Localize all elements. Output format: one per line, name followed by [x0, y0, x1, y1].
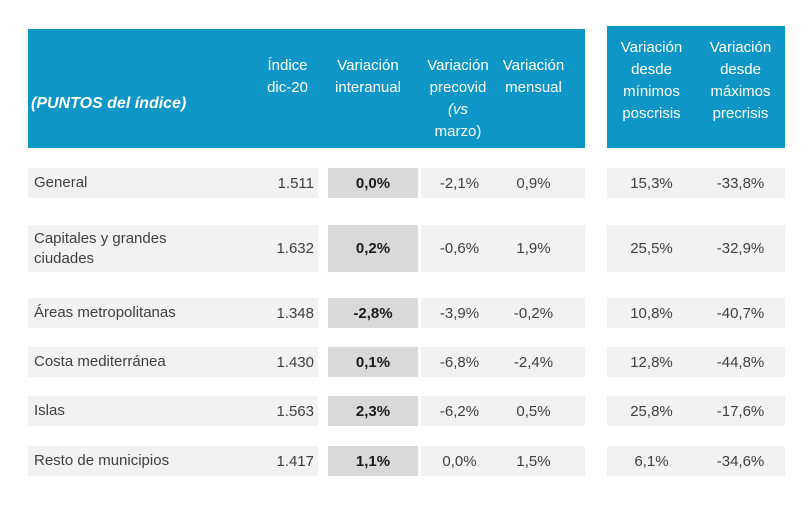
table-row-capitales-right: 25,5% -32,9% [607, 225, 785, 272]
row-label-cell: Áreas metropolitanas [28, 298, 243, 328]
cell-variacion-precovid: 0,0% [421, 446, 498, 476]
cell-variacion-precovid: -3,9% [421, 298, 498, 328]
column-gap [318, 298, 328, 328]
cell-variacion-interanual: 2,3% [328, 396, 418, 426]
cell-variacion-maximos: -17,6% [696, 396, 785, 426]
column-header-variacion-minimos-poscrisis: Variación desde mínimos poscrisis [620, 39, 683, 122]
cell-indice: 1.511 [243, 168, 318, 198]
cell-variacion-interanual: 1,1% [328, 446, 418, 476]
table-row-resto: Resto de municipios 1.417 1,1% 0,0% 1,5% [28, 446, 585, 476]
cell-variacion-mensual: -2,4% [498, 347, 585, 377]
cell-variacion-mensual: 0,5% [498, 396, 585, 426]
table-row-islas-right: 25,8% -17,6% [607, 396, 785, 426]
column-header-variacion-interanual: Variación interanual [335, 57, 401, 96]
cell-variacion-mensual: 1,9% [498, 225, 585, 272]
cell-variacion-precovid: -0,6% [421, 225, 498, 272]
table-row-costa-right: 12,8% -44,8% [607, 347, 785, 377]
row-label: Áreas metropolitanas [34, 304, 176, 321]
row-label-cell: Resto de municipios [28, 446, 243, 476]
column-gap [418, 168, 421, 198]
column-gap [318, 347, 328, 377]
cell-variacion-interanual: 0,2% [328, 225, 418, 272]
row-label: Islas [34, 402, 65, 419]
row-label: General [34, 174, 88, 191]
cell-indice: 1.430 [243, 347, 318, 377]
cell-variacion-precovid: -6,8% [421, 347, 498, 377]
cell-variacion-interanual: -2,8% [328, 298, 418, 328]
cell-variacion-maximos: -44,8% [696, 347, 785, 377]
cell-indice: 1.563 [243, 396, 318, 426]
column-header-indice-dic20: Índice dic-20 [267, 57, 308, 96]
cell-variacion-mensual: 0,9% [498, 168, 585, 198]
table-row-resto-right: 6,1% -34,6% [607, 446, 785, 476]
cell-variacion-interanual: 0,1% [328, 347, 418, 377]
row-label-cell: Costa mediterránea [28, 347, 243, 377]
cell-variacion-minimos: 15,3% [607, 168, 696, 198]
table-row-general: General 1.511 0,0% -2,1% 0,9% [28, 168, 585, 198]
table-row-general-right: 15,3% -33,8% [607, 168, 785, 198]
row-label-cell: Capitales y grandes ciudades [28, 225, 243, 272]
cell-variacion-maximos: -34,6% [696, 446, 785, 476]
table-title: (PUNTOS del índice) [31, 95, 187, 112]
table-row-islas: Islas 1.563 2,3% -6,2% 0,5% [28, 396, 585, 426]
column-gap [318, 168, 328, 198]
row-label: Costa mediterránea [34, 353, 166, 370]
table-row-capitales: Capitales y grandes ciudades 1.632 0,2% … [28, 225, 585, 272]
row-label: Resto de municipios [34, 452, 170, 469]
column-gap [418, 225, 421, 272]
column-gap [318, 396, 328, 426]
cell-variacion-precovid: -2,1% [421, 168, 498, 198]
table-row-costa: Costa mediterránea 1.430 0,1% -6,8% -2,4… [28, 347, 585, 377]
cell-variacion-minimos: 10,8% [607, 298, 696, 328]
cell-indice: 1.632 [243, 225, 318, 272]
cell-variacion-minimos: 12,8% [607, 347, 696, 377]
table-row-areas-right: 10,8% -40,7% [607, 298, 785, 328]
cell-variacion-mensual: 1,5% [498, 446, 585, 476]
row-label-cell: Islas [28, 396, 243, 426]
table-row-areas: Áreas metropolitanas 1.348 -2,8% -3,9% -… [28, 298, 585, 328]
cell-variacion-minimos: 25,8% [607, 396, 696, 426]
cell-variacion-precovid: -6,2% [421, 396, 498, 426]
table-header-main: (PUNTOS del índice) Índice dic-20 Variac… [28, 29, 585, 148]
column-gap [418, 396, 421, 426]
row-label-cell: General [28, 168, 243, 198]
cell-variacion-minimos: 25,5% [607, 225, 696, 272]
column-gap [318, 446, 328, 476]
cell-variacion-maximos: -32,9% [696, 225, 785, 272]
cell-indice: 1.417 [243, 446, 318, 476]
cell-variacion-interanual: 0,0% [328, 168, 418, 198]
cell-variacion-mensual: -0,2% [498, 298, 585, 328]
column-gap [418, 446, 421, 476]
column-header-variacion-mensual: Variación mensual [502, 57, 565, 96]
cell-variacion-minimos: 6,1% [607, 446, 696, 476]
cell-variacion-maximos: -33,8% [696, 168, 785, 198]
row-label: Capitales y grandes ciudades [34, 229, 167, 267]
table-header-right: Variación desde mínimos poscrisis Variac… [607, 26, 785, 148]
cell-indice: 1.348 [243, 298, 318, 328]
column-gap [418, 298, 421, 328]
column-header-variacion-precovid: Variación precovid (vs marzo) [427, 57, 489, 140]
column-header-variacion-maximos-precrisis: Variación desde máximos precrisis [709, 39, 772, 122]
column-header-row-label: (PUNTOS del índice) [28, 29, 243, 148]
cell-variacion-maximos: -40,7% [696, 298, 785, 328]
column-gap [418, 347, 421, 377]
column-gap [318, 225, 328, 272]
